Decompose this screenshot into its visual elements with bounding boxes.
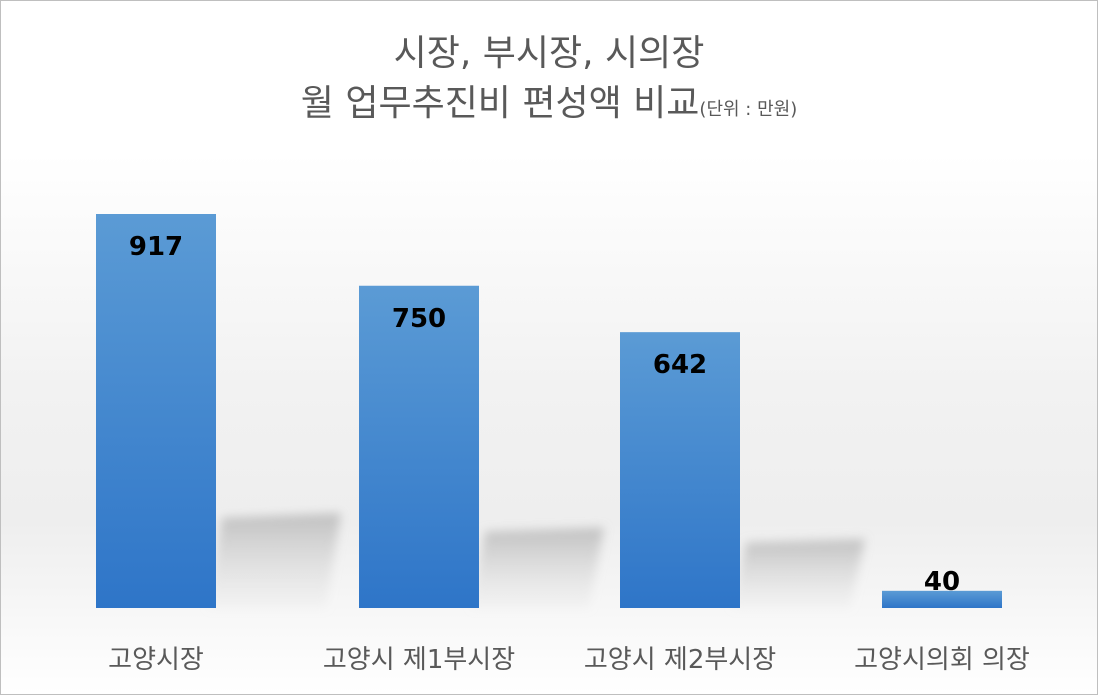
bar-shadow (732, 539, 865, 608)
bar (359, 285, 479, 608)
category-label: 고양시 제1부시장 (323, 645, 515, 675)
category-labels: 고양시장 고양시 제1부시장 고양시 제2부시장 고양시의회 의장 (108, 645, 1030, 675)
bar (96, 214, 216, 608)
bar (882, 590, 1002, 608)
category-label: 고양시 제2부시장 (584, 645, 776, 675)
data-label: 750 (392, 304, 446, 334)
bar-shadow (208, 513, 341, 608)
bars (96, 214, 1002, 608)
data-label: 917 (129, 232, 183, 262)
bar-shadow (471, 527, 604, 608)
chart-title-main: 월 업무추진비 편성액 비교 (300, 83, 700, 124)
data-labels: 917 750 642 40 (129, 232, 960, 597)
bar (620, 332, 740, 608)
chart-title-line1: 시장, 부시장, 시의장 (393, 33, 705, 74)
category-label: 고양시장 (108, 645, 204, 675)
data-label: 642 (653, 350, 707, 380)
chart-title-line2: 월 업무추진비 편성액 비교(단위 : 만원) (1, 79, 1097, 135)
data-label: 40 (924, 567, 960, 597)
bar-shadows (208, 513, 865, 608)
category-label: 고양시의회 의장 (854, 645, 1030, 675)
chart-title: 시장, 부시장, 시의장 월 업무추진비 편성액 비교(단위 : 만원) (1, 29, 1097, 135)
chart-title-unit: (단위 : 만원) (699, 99, 798, 120)
